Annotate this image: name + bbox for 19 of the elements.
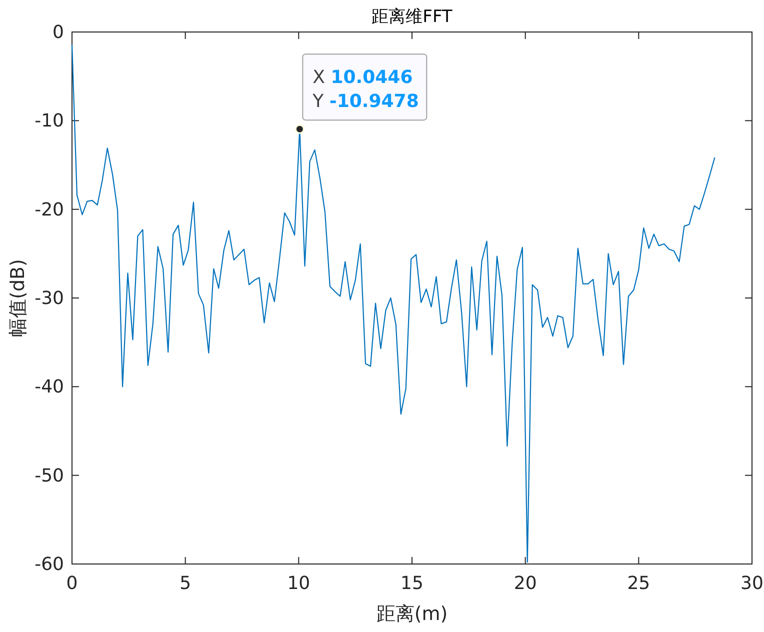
chart-title: 距离维FFT: [372, 7, 453, 27]
x-axis-title: 距离(m): [376, 603, 448, 625]
x-tick-label: 0: [66, 573, 78, 594]
x-tick-label: 30: [740, 573, 764, 594]
annotation: Y -10.9478: [312, 91, 419, 112]
x-tick-label: 20: [514, 573, 537, 594]
x-tick-label: 25: [627, 573, 650, 594]
x-tick-label: 5: [180, 573, 192, 594]
y-tick-label: -10: [34, 110, 64, 132]
x-tick-label: 10: [287, 573, 310, 594]
annotation: X 10.0446: [312, 67, 413, 88]
y-tick-label: -30: [34, 288, 64, 309]
x-tick-label: 15: [400, 573, 424, 594]
y-tick-label: -50: [34, 465, 64, 486]
y-tick-label: -20: [34, 199, 64, 220]
y-tick-label: -40: [34, 376, 64, 398]
y-tick-label: 0: [52, 22, 64, 43]
y-axis-title: 幅值(dB): [7, 259, 29, 337]
y-tick-label: -60: [34, 554, 64, 575]
